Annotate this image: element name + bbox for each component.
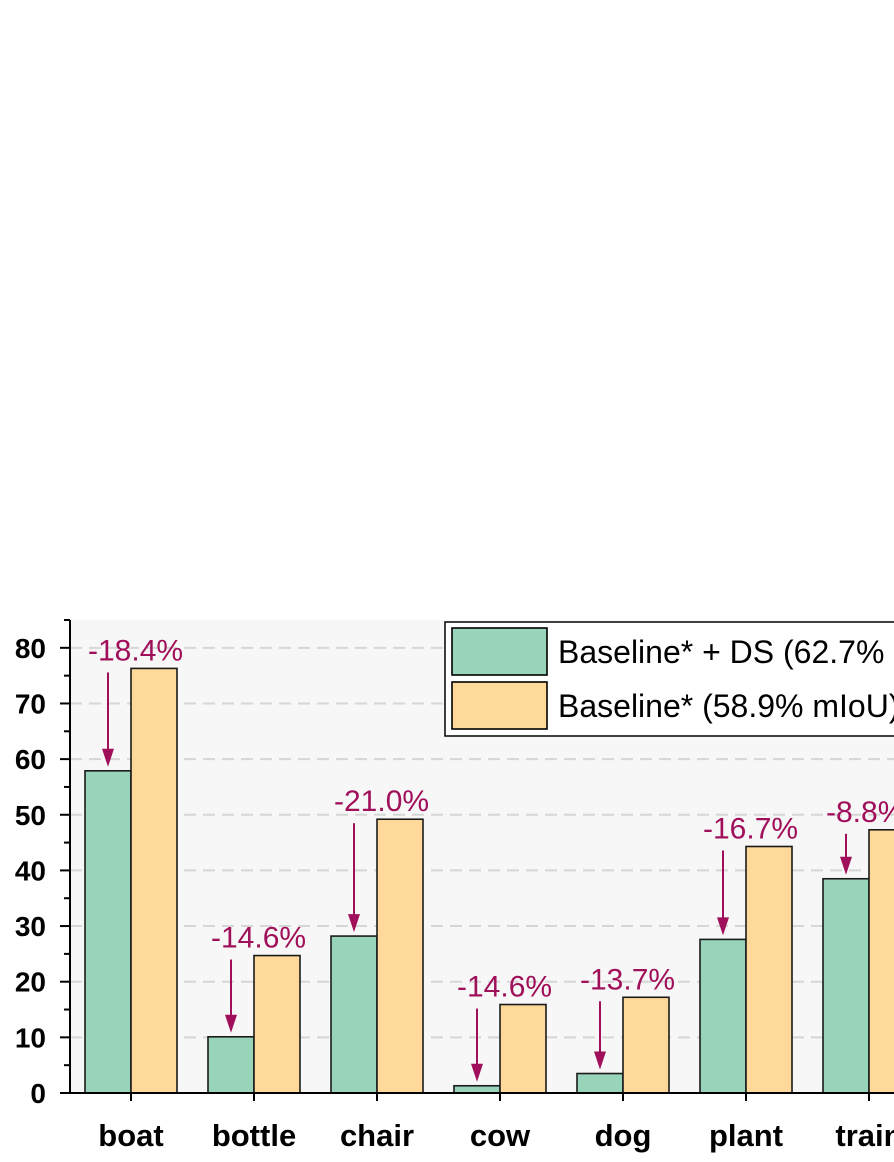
bar-series-2-chair (376, 818, 424, 1094)
bar-series-2-train (868, 828, 894, 1094)
annotations: -18.4% -14.6% -21.0% -14.6% -13.7% -16.7% -8.8… (88, 634, 894, 1082)
x-tick-label: dog (595, 1118, 652, 1153)
drop-label: -8.8% (826, 796, 894, 829)
bar-series-1-chair (330, 935, 378, 1094)
x-tick-label: boat (98, 1118, 163, 1153)
drop-arrow-head (102, 748, 114, 767)
bar-series-2-plant (745, 845, 793, 1094)
y-tick-label: 20 (15, 967, 46, 998)
drop-label: -16.7% (703, 812, 798, 845)
legend-swatch-series-1 (451, 627, 548, 676)
axes: 0 10 20 30 40 50 60 70 80 boat bottle chair cow dog pl… (15, 619, 894, 1153)
drop-label: -18.4% (88, 634, 183, 667)
legend: Baseline* + DS (62.7% mIoU) Baseline* (58… (444, 621, 894, 737)
drop-arrow-head (594, 1051, 606, 1070)
x-tick-label: cow (470, 1118, 531, 1153)
y-tick-label: 0 (30, 1078, 46, 1109)
bar-series-1-train (822, 877, 870, 1094)
bar-series-1-cow (453, 1084, 501, 1094)
drop-label: -13.7% (580, 963, 675, 996)
drop-label: -21.0% (334, 785, 429, 818)
x-tick-label: bottle (212, 1118, 296, 1153)
bar-series-1-plant (699, 938, 747, 1094)
bar-series-1-bottle (207, 1035, 255, 1094)
legend-swatch-series-2 (451, 681, 548, 730)
y-tick-label: 30 (15, 911, 46, 942)
y-tick-label: 80 (15, 633, 46, 664)
bar-series-1-dog (576, 1072, 624, 1094)
x-tick-label: train (835, 1118, 894, 1153)
x-tick-label: chair (340, 1118, 414, 1153)
bar-series-1-boat (84, 770, 132, 1094)
y-tick-label: 40 (15, 855, 46, 886)
y-tick-label: 60 (15, 744, 46, 775)
y-tick-label: 50 (15, 800, 46, 831)
drop-arrow-head (717, 917, 729, 936)
drop-label: -14.6% (457, 971, 552, 1004)
drop-arrow-head (471, 1063, 483, 1082)
bar-series-2-bottle (253, 954, 301, 1094)
drop-arrow-head (840, 856, 852, 875)
bar-series-2-cow (499, 1003, 547, 1094)
x-tick-label: plant (709, 1118, 783, 1153)
y-tick-label: 10 (15, 1022, 46, 1053)
bar-series-2-dog (622, 996, 670, 1094)
drop-arrow-head (225, 1014, 237, 1033)
bar-series-2-boat (130, 667, 178, 1094)
drop-arrow-head (348, 914, 360, 933)
drop-label: -14.6% (211, 922, 306, 955)
legend-label-series-1: Baseline* + DS (62.7% mIoU) (558, 634, 894, 670)
legend-label-series-2: Baseline* (58.9% mIoU) (558, 688, 894, 724)
y-tick-label: 70 (15, 688, 46, 719)
